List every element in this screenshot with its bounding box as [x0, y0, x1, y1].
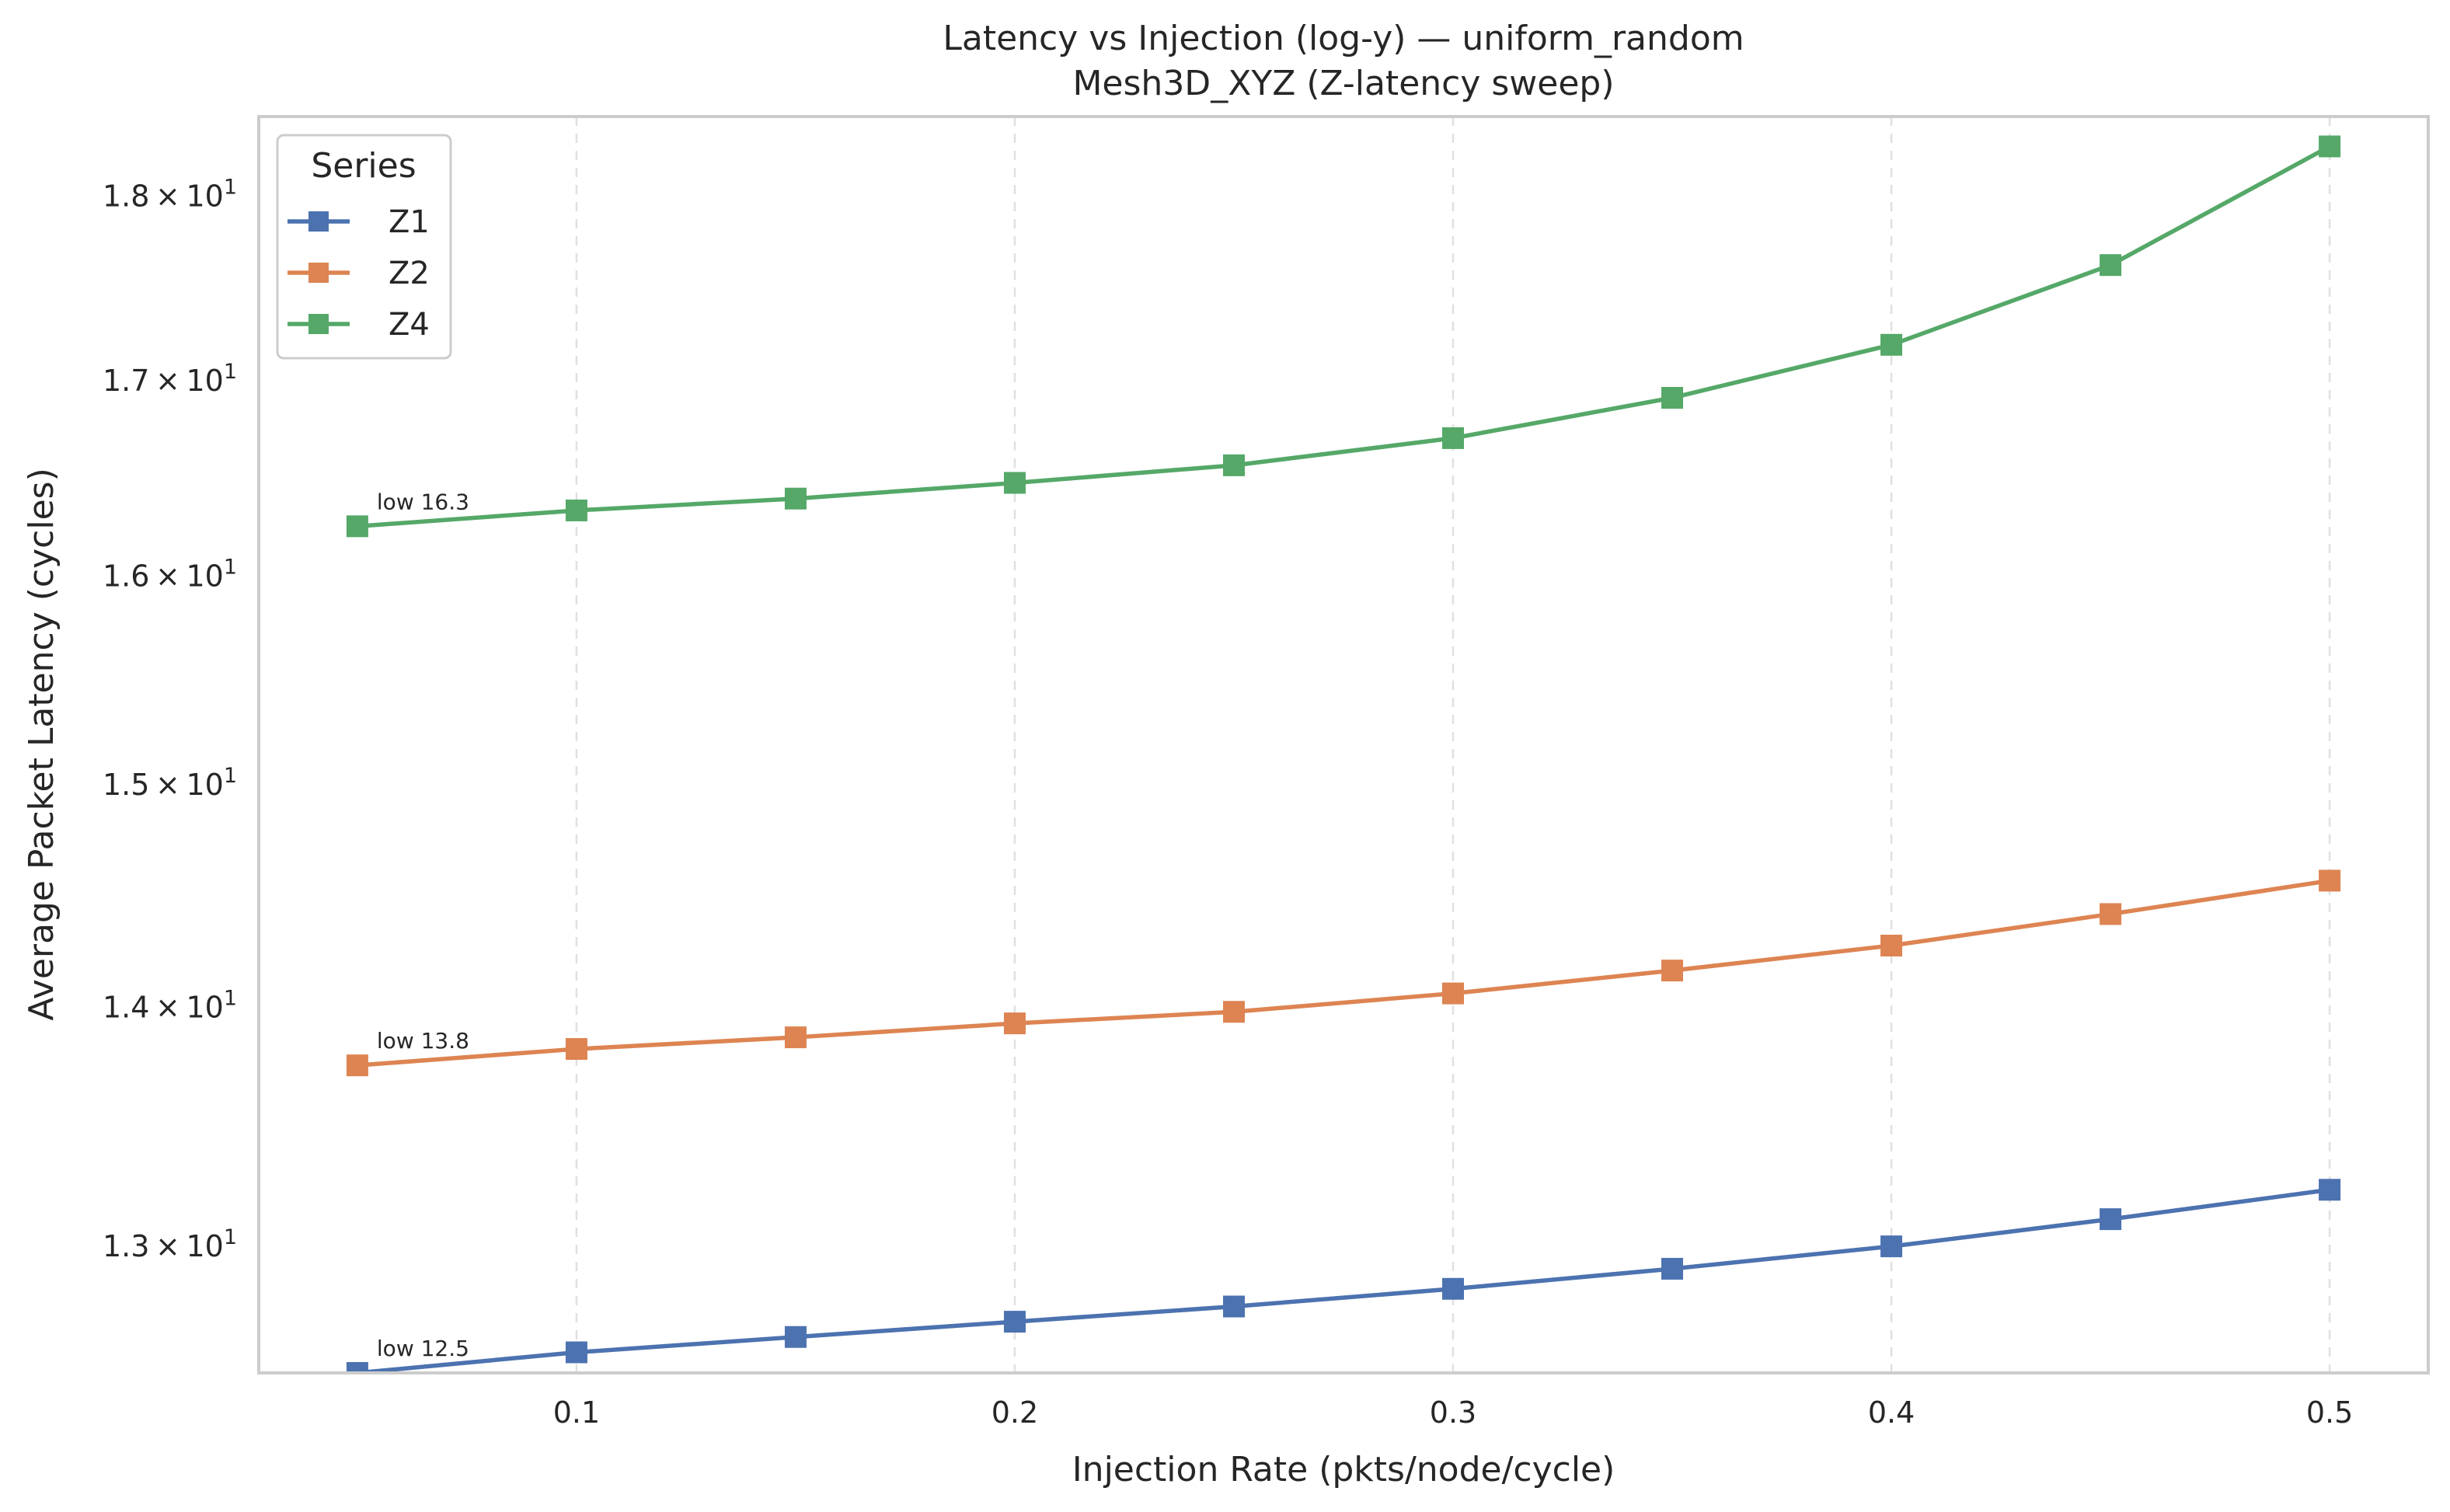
series-marker-z1	[1222, 1295, 1245, 1318]
annotation-z4: low 16.3	[377, 489, 469, 514]
series-marker-z1	[2100, 1208, 2122, 1231]
series-marker-z2	[1003, 1012, 1026, 1035]
series-marker-z1	[565, 1341, 587, 1364]
series-marker-z2	[346, 1054, 368, 1077]
series-marker-z4	[1880, 333, 1903, 356]
plot-frame	[257, 115, 2430, 1374]
series-marker-z1	[1442, 1277, 1465, 1300]
legend-label-z4: Z4	[389, 307, 430, 343]
x-axis-label: Injection Rate (pkts/node/cycle)	[1072, 1450, 1615, 1489]
legend-title: Series	[311, 146, 416, 186]
legend-label-z1: Z1	[389, 204, 430, 240]
x-tick-label: 0.1	[553, 1395, 600, 1430]
y-tick-label: 1.8 × 101	[103, 176, 237, 214]
series-marker-z1	[784, 1326, 807, 1348]
series-marker-z2	[1661, 960, 1684, 982]
series-marker-z4	[1222, 454, 1245, 476]
y-tick-label: 1.4 × 101	[103, 986, 237, 1024]
series-marker-z4	[1003, 472, 1026, 494]
series-marker-z2	[1222, 1001, 1245, 1023]
x-axis-ticks: 0.1 0.2 0.3 0.4 0.5	[553, 1395, 2354, 1430]
series-line-z2	[357, 878, 2330, 1068]
legend-marker-z4	[308, 314, 329, 334]
series-marker-z1	[1003, 1311, 1026, 1333]
legend: Series Z1 Z2 Z4	[276, 134, 452, 360]
y-tick-label: 1.6 × 101	[103, 556, 237, 594]
y-tick-label: 1.3 × 101	[103, 1225, 237, 1263]
legend-box	[276, 134, 452, 360]
x-tick-label: 0.5	[2306, 1395, 2353, 1430]
series-line-z4	[357, 145, 2331, 529]
series-line-z1	[357, 1187, 2330, 1373]
y-tick-label: 1.7 × 101	[103, 360, 237, 398]
legend-marker-z2	[308, 263, 329, 283]
y-tick-label: 1.5 × 101	[103, 764, 237, 802]
series-marker-z1	[346, 1362, 368, 1373]
legend-label-z2: Z2	[389, 256, 430, 291]
series-marker-z4	[784, 487, 807, 510]
x-tick-label: 0.3	[1430, 1395, 1476, 1430]
series-marker-z4	[1661, 386, 1684, 409]
chart-title: Latency vs Injection (log-y) — uniform_r…	[943, 19, 1744, 58]
series-marker-z4	[1442, 427, 1465, 449]
series-marker-z4	[346, 515, 368, 538]
chart-subtitle: Mesh3D_XYZ (Z-latency sweep)	[1072, 64, 1614, 103]
x-tick-label: 0.2	[992, 1395, 1038, 1430]
series-marker-z1	[2319, 1179, 2341, 1201]
x-tick-label: 0.4	[1868, 1395, 1915, 1430]
series-marker-z2	[1880, 934, 1903, 956]
y-axis-label: Average Packet Latency (cycles)	[22, 468, 61, 1020]
series-marker-z2	[2319, 869, 2341, 892]
y-axis-ticks: 1.3 × 101 1.4 × 101 1.5 × 101 1.6 × 101 1.7 …	[103, 176, 237, 1264]
series-marker-z1	[1661, 1257, 1684, 1280]
annotation-z1: low 12.5	[377, 1336, 469, 1361]
annotation-z2: low 13.8	[377, 1028, 469, 1054]
series-marker-z2	[565, 1038, 587, 1061]
series-marker-z4	[2319, 135, 2341, 158]
grid-lines	[575, 117, 2331, 1373]
series-marker-z2	[1442, 982, 1465, 1005]
legend-marker-z1	[308, 211, 329, 232]
series-marker-z2	[2100, 903, 2122, 925]
series-layer	[346, 135, 2341, 1373]
series-marker-z2	[784, 1026, 807, 1049]
annotation-layer: low 12.5 low 13.8 low 16.3	[377, 489, 469, 1361]
series-marker-z4	[2100, 254, 2122, 277]
series-marker-z4	[565, 499, 587, 521]
series-marker-z1	[1880, 1235, 1903, 1258]
